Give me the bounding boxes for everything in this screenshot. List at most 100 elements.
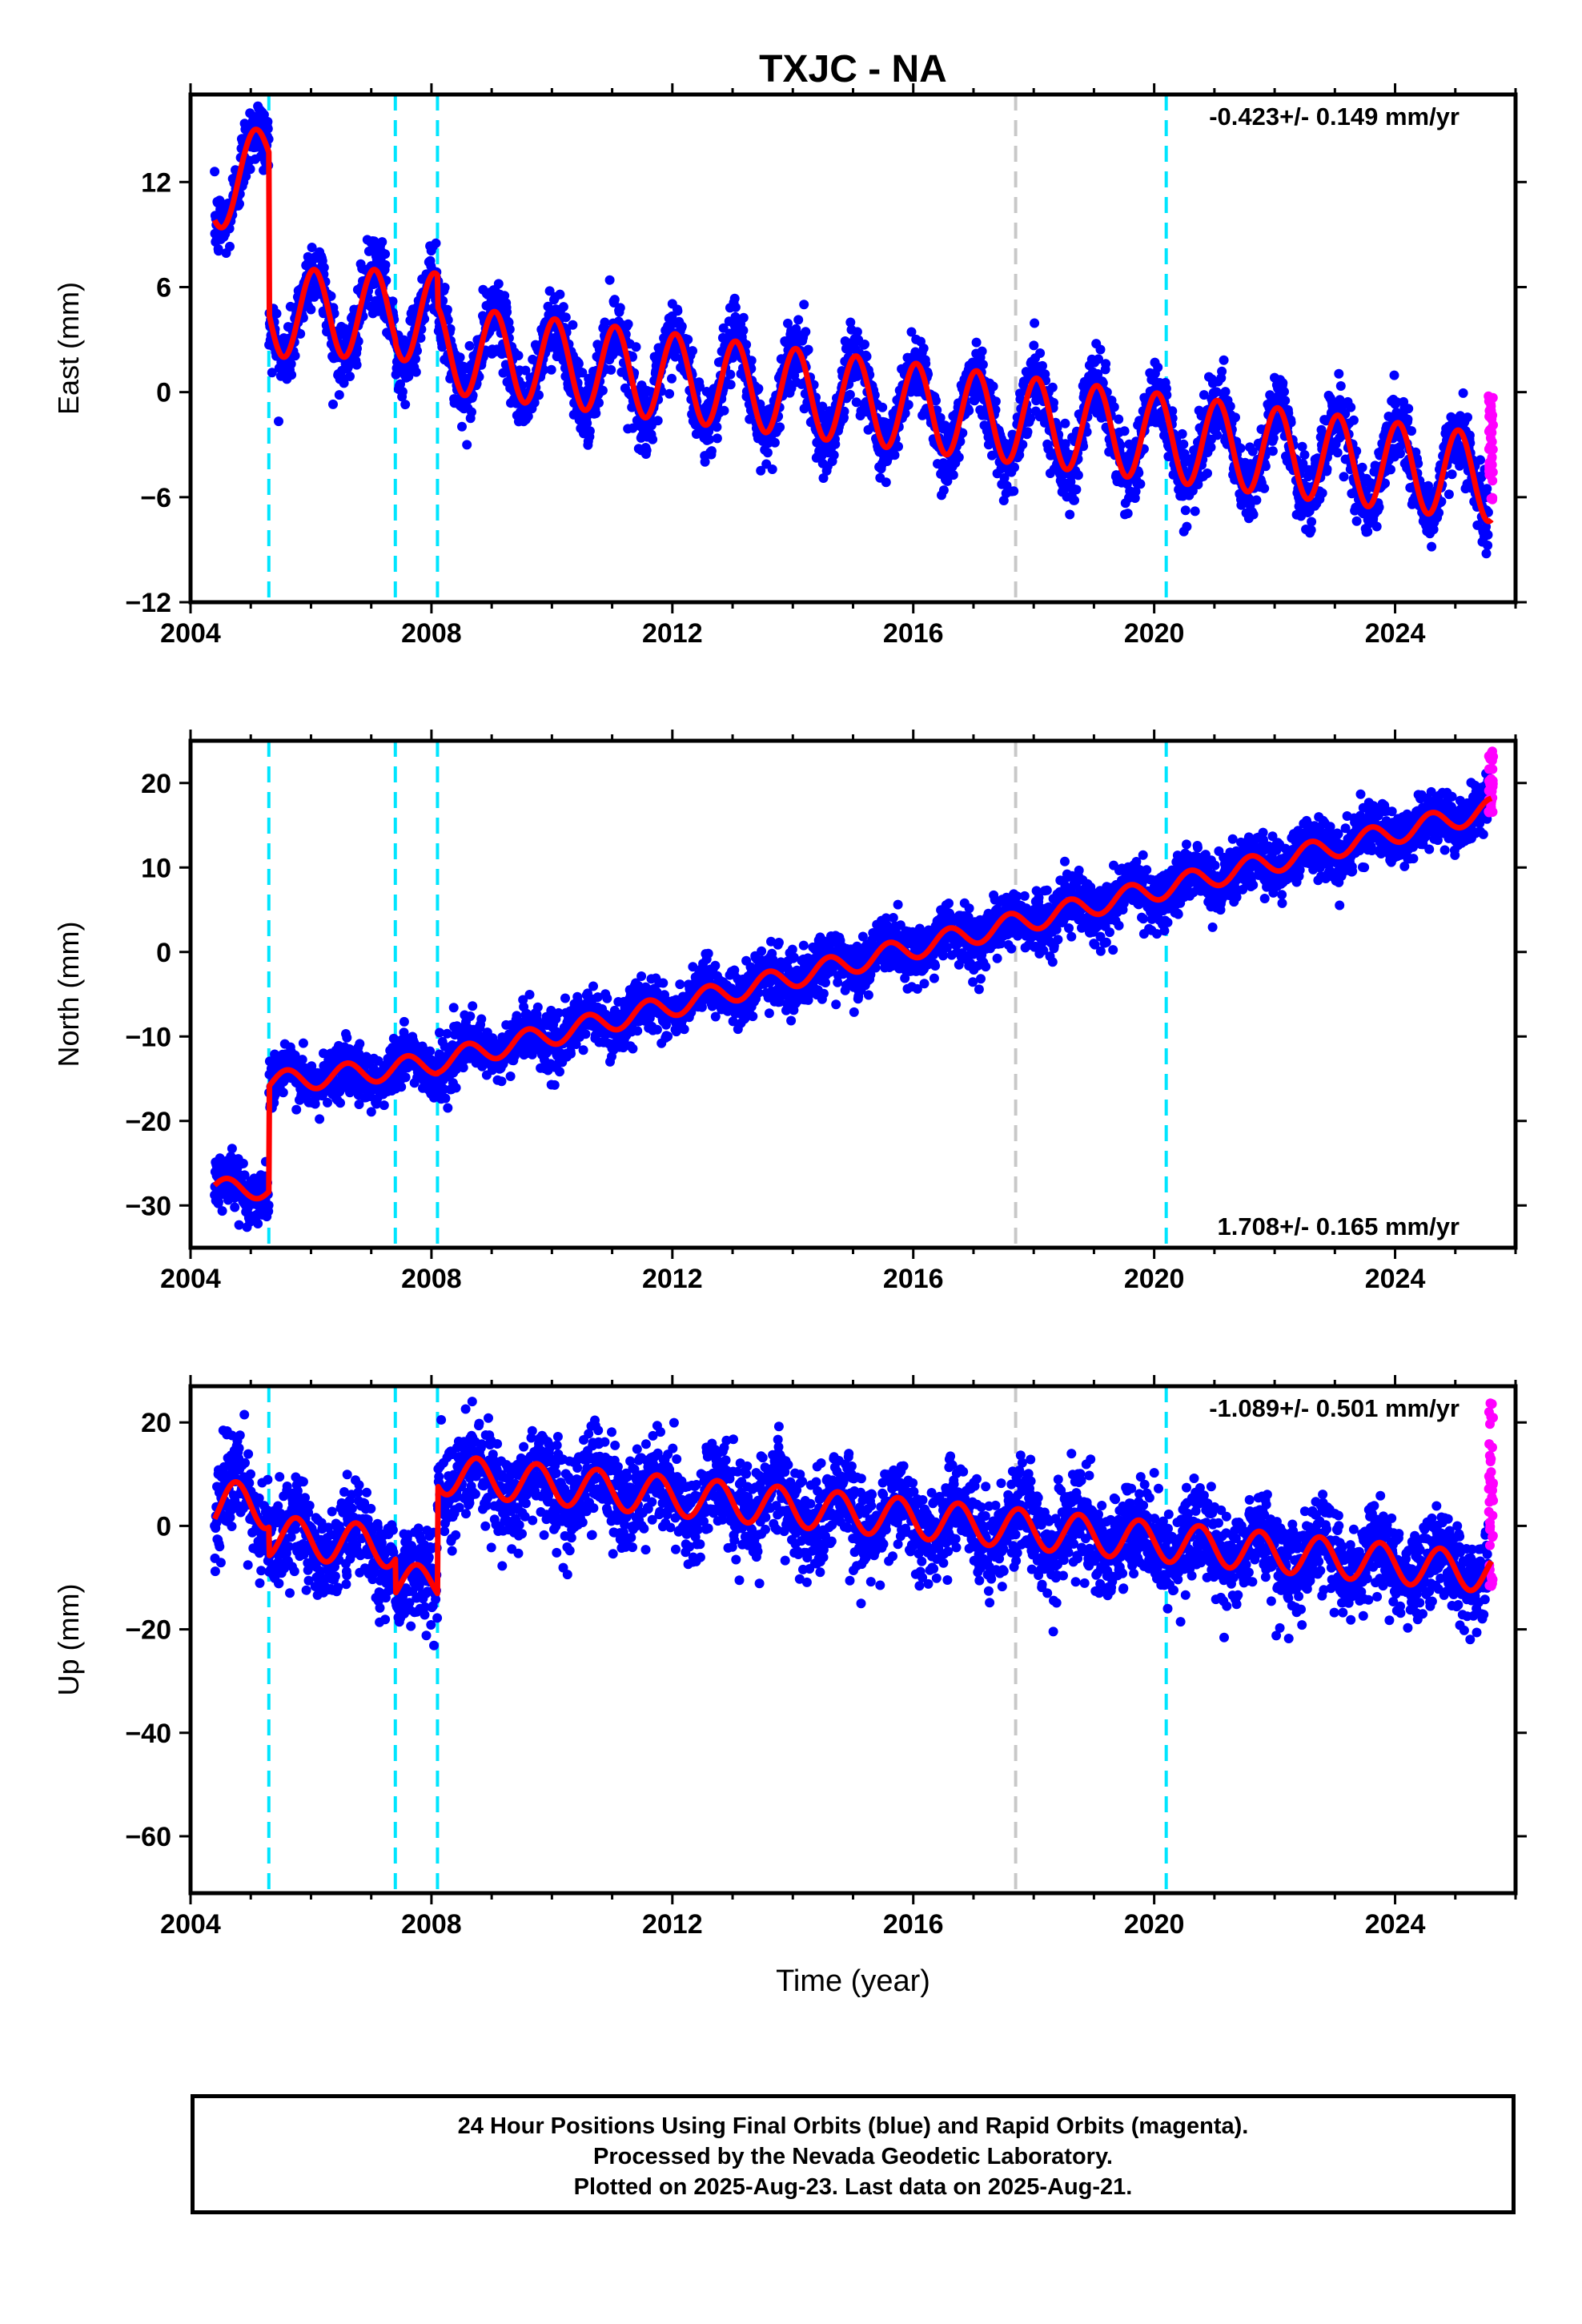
- final-orbit-point: [1101, 359, 1111, 369]
- final-orbit-point: [416, 333, 426, 343]
- final-orbit-point: [600, 317, 610, 328]
- final-orbit-point: [1371, 521, 1382, 532]
- final-orbit-point: [1299, 450, 1310, 460]
- final-orbit-point: [652, 416, 663, 426]
- final-orbit-point: [210, 167, 220, 177]
- final-orbit-point: [1447, 469, 1457, 480]
- final-orbit-point: [948, 470, 958, 480]
- final-orbit-point: [1395, 448, 1405, 459]
- x-tick-label: 2012: [642, 618, 703, 649]
- final-orbit-point: [577, 368, 588, 378]
- final-orbit-point: [532, 1002, 543, 1012]
- final-orbit-point: [1190, 506, 1200, 517]
- final-orbit-point: [307, 243, 317, 252]
- final-orbit-point: [591, 408, 601, 419]
- final-orbit-point: [978, 360, 988, 370]
- plot-area: [210, 94, 1498, 602]
- final-orbit-point: [597, 385, 608, 396]
- x-tick-label: 2020: [1124, 618, 1185, 649]
- final-orbit-point: [1029, 340, 1039, 351]
- final-orbit-point: [529, 397, 540, 408]
- rapid-orbit-point: [1487, 414, 1497, 424]
- final-orbit-point: [442, 304, 452, 315]
- x-tick-label: 2016: [883, 618, 944, 649]
- final-orbit-point: [1073, 470, 1083, 480]
- final-orbit-point: [496, 1076, 507, 1087]
- final-orbit-point: [493, 279, 504, 289]
- final-orbit-point: [335, 1098, 345, 1108]
- final-orbit-point: [677, 321, 687, 332]
- final-orbit-point: [712, 422, 722, 432]
- final-orbit-point: [1047, 382, 1058, 392]
- final-orbit-point: [762, 448, 773, 458]
- final-orbit-point: [411, 367, 421, 377]
- rapid-orbit-point: [1488, 392, 1498, 403]
- final-orbit-point: [352, 344, 362, 354]
- final-orbit-point: [615, 303, 625, 313]
- final-orbit-point: [648, 434, 658, 444]
- final-orbit-point: [700, 456, 710, 467]
- final-orbit-point: [1307, 517, 1317, 527]
- final-orbit-point: [971, 337, 982, 348]
- final-orbits-series: [210, 768, 1493, 1232]
- final-orbit-point: [355, 1039, 365, 1049]
- final-orbit-point: [670, 352, 681, 362]
- final-orbit-point: [339, 378, 349, 388]
- final-orbit-point: [558, 302, 568, 312]
- final-orbit-point: [366, 1107, 376, 1117]
- final-orbit-point: [582, 418, 592, 428]
- y-axis-label: East (mm): [52, 282, 85, 415]
- final-orbit-point: [665, 388, 675, 399]
- final-orbit-point: [326, 291, 336, 301]
- final-orbit-point: [830, 439, 841, 449]
- final-orbit-point: [462, 440, 472, 450]
- final-orbit-point: [351, 360, 362, 370]
- x-tick-label: 2024: [1365, 618, 1426, 649]
- final-orbit-point: [1317, 488, 1327, 498]
- final-orbit-point: [342, 1032, 352, 1043]
- final-orbit-point: [523, 411, 533, 421]
- final-orbit-point: [404, 372, 414, 382]
- final-orbit-point: [465, 1011, 476, 1021]
- final-orbit-point: [1278, 378, 1288, 388]
- final-orbit-point: [440, 283, 450, 292]
- final-orbit-point: [546, 364, 556, 375]
- final-orbit-point: [400, 1072, 411, 1083]
- final-orbit-point: [1332, 448, 1343, 458]
- final-orbit-point: [753, 384, 764, 394]
- final-orbit-point: [425, 1046, 436, 1056]
- final-orbit-point: [877, 402, 888, 412]
- final-orbit-point: [214, 246, 223, 256]
- final-orbit-point: [544, 286, 555, 296]
- final-orbit-point: [411, 354, 420, 364]
- final-orbit-point: [1335, 381, 1346, 391]
- final-orbit-point: [238, 1158, 248, 1168]
- final-orbit-point: [845, 389, 855, 400]
- final-orbit-point: [290, 351, 300, 361]
- final-orbit-point: [1334, 368, 1344, 379]
- final-orbit-point: [1220, 387, 1231, 397]
- final-orbit-point: [271, 308, 282, 319]
- final-orbit-point: [893, 441, 903, 452]
- y-tick-label: 6: [156, 272, 171, 303]
- final-orbit-point: [1178, 439, 1189, 449]
- final-orbit-point: [1483, 541, 1493, 550]
- final-orbit-point: [263, 117, 273, 127]
- final-orbit-point: [412, 346, 422, 356]
- final-orbit-point: [451, 1083, 461, 1093]
- final-orbit-point: [227, 1144, 237, 1154]
- final-orbit-point: [1297, 441, 1307, 452]
- final-orbit-point: [504, 324, 515, 335]
- y-tick-label: 0: [156, 378, 171, 408]
- final-orbit-point: [1351, 516, 1362, 526]
- final-orbit-point: [1180, 505, 1191, 516]
- final-orbit-point: [1109, 402, 1119, 412]
- final-orbit-point: [1346, 402, 1356, 412]
- final-orbit-point: [1481, 549, 1492, 559]
- final-orbit-point: [829, 450, 839, 460]
- final-orbit-point: [217, 1206, 227, 1216]
- final-orbit-point: [1038, 360, 1047, 371]
- final-orbit-point: [457, 421, 467, 432]
- final-orbit-point: [235, 199, 244, 209]
- final-orbit-point: [881, 477, 891, 488]
